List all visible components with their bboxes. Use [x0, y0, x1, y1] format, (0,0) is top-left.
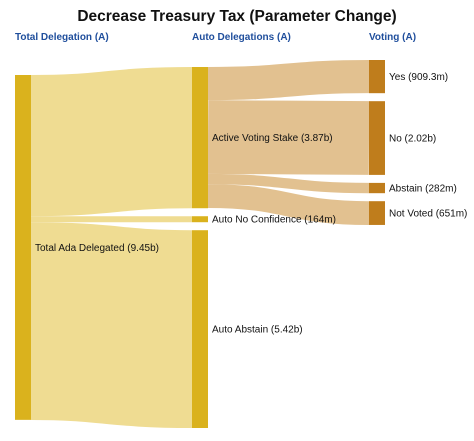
- link-active-voting-stake-to-yes: [207, 60, 370, 101]
- column-header-voting: Voting (A): [369, 32, 417, 43]
- link-active-voting-stake-to-no: [207, 100, 370, 175]
- node-label-auto-abstain: Auto Abstain (5.42b): [212, 325, 303, 336]
- node-label-total-ada-delegated: Total Ada Delegated (9.45b): [35, 243, 159, 254]
- column-header-auto-delegations: Auto Delegations (A): [192, 32, 291, 43]
- node-label-not-voted: Not Voted (651m): [389, 209, 467, 220]
- node-abstain: [369, 182, 385, 194]
- link-total-ada-delegated-to-auto-abstain: [30, 222, 193, 428]
- node-label-abstain: Abstain (282m): [389, 184, 457, 195]
- node-active-voting-stake: [192, 67, 208, 209]
- sankey-nodes: [15, 60, 385, 428]
- node-label-active-voting-stake: Active Voting Stake (3.87b): [212, 133, 333, 144]
- node-yes: [369, 60, 385, 94]
- link-total-ada-delegated-to-active-voting-stake: [30, 67, 193, 217]
- node-auto-no-confidence: [192, 216, 208, 223]
- node-label-no: No (2.02b): [389, 134, 436, 145]
- sankey-links: [30, 60, 370, 428]
- node-auto-abstain: [192, 230, 208, 428]
- sankey-labels: Total Ada Delegated (9.45b) Active Voting…: [35, 72, 467, 336]
- node-not-voted: [369, 201, 385, 225]
- node-total-ada-delegated: [15, 75, 31, 420]
- node-label-yes: Yes (909.3m): [389, 72, 448, 83]
- column-header-total-delegation: Total Delegation (A): [15, 32, 109, 43]
- node-label-auto-no-confidence: Auto No Confidence (164m): [212, 215, 336, 226]
- link-active-voting-stake-to-not-voted: [207, 184, 370, 225]
- link-active-voting-stake-to-abstain: [207, 173, 370, 194]
- node-no: [369, 101, 385, 175]
- chart-title: Decrease Treasury Tax (Parameter Change): [77, 8, 397, 25]
